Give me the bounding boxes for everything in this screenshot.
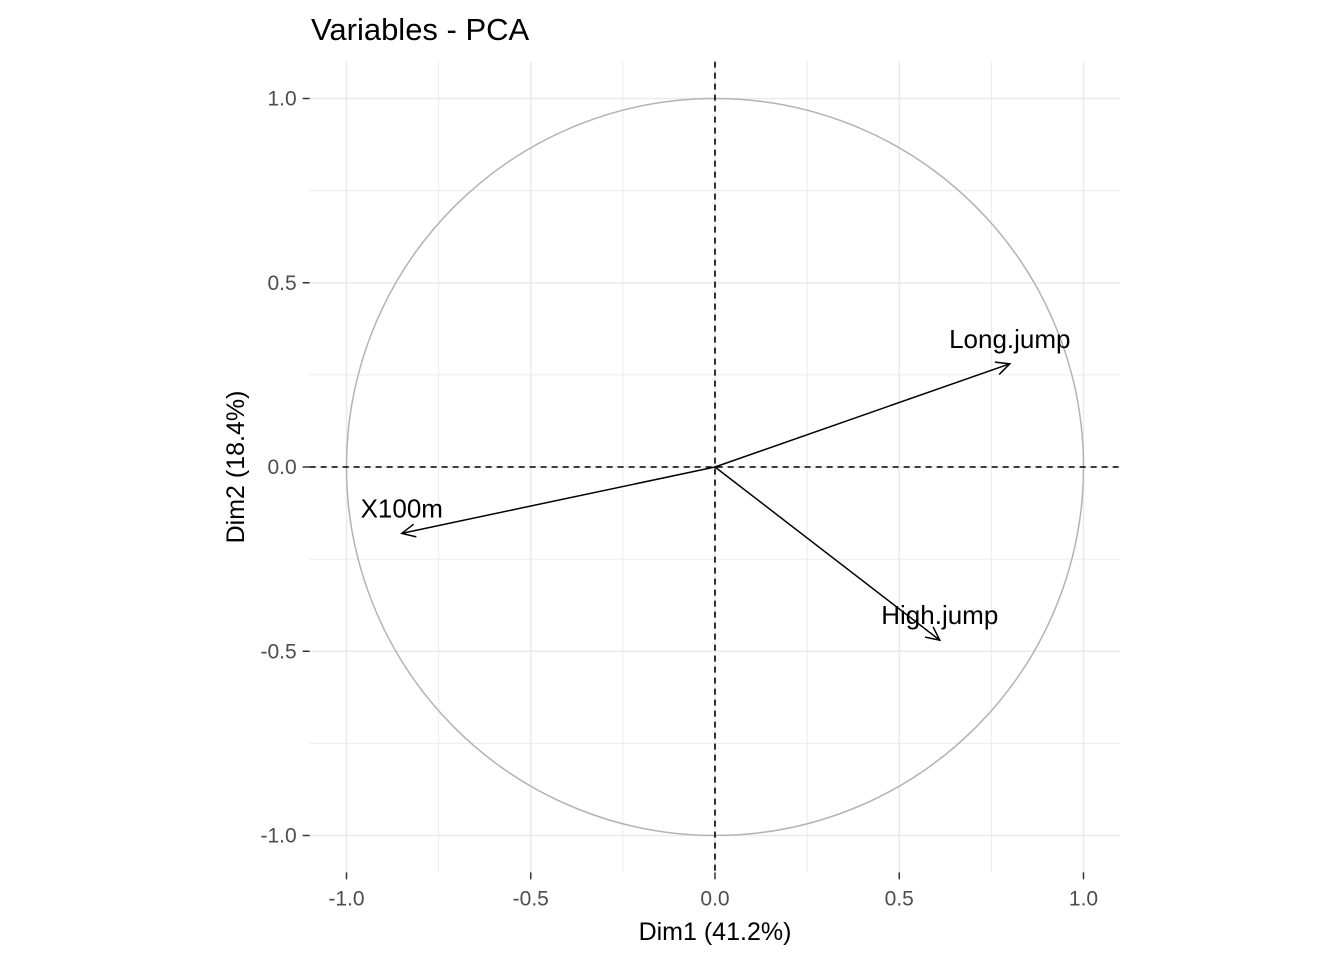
y-tick-label: 0.0 [267,456,296,479]
y-axis-ticks: -1.0 -0.5 0.0 0.5 1.0 [260,88,310,848]
y-tick-label: -1.0 [260,825,296,848]
arrow-x100m [400,466,716,538]
label-high-jump: High.jump [881,600,998,630]
x-tick-label: 0.0 [700,887,729,910]
y-tick-label: 1.0 [267,88,296,111]
y-axis-title: Dim2 (18.4%) [222,391,250,544]
x-tick-label: 1.0 [1069,887,1098,910]
x-axis-ticks: -1.0 -0.5 0.0 0.5 1.0 [328,872,1098,910]
label-long-jump: Long.jump [949,324,1070,354]
y-tick-label: 0.5 [267,272,296,295]
x-axis-title: Dim1 (41.2%) [639,918,792,946]
x-tick-label: 0.5 [885,887,914,910]
variable-labels: Long.jump X100m High.jump [361,324,1071,630]
x-tick-label: -0.5 [513,887,549,910]
y-tick-label: -0.5 [260,640,296,663]
x-tick-label: -1.0 [328,887,364,910]
label-x100m: X100m [361,493,443,523]
chart-title: Variables - PCA [311,12,530,47]
arrow-long-jump [714,361,1012,468]
arrow-high-jump [714,466,942,642]
variable-arrows [400,361,1012,642]
